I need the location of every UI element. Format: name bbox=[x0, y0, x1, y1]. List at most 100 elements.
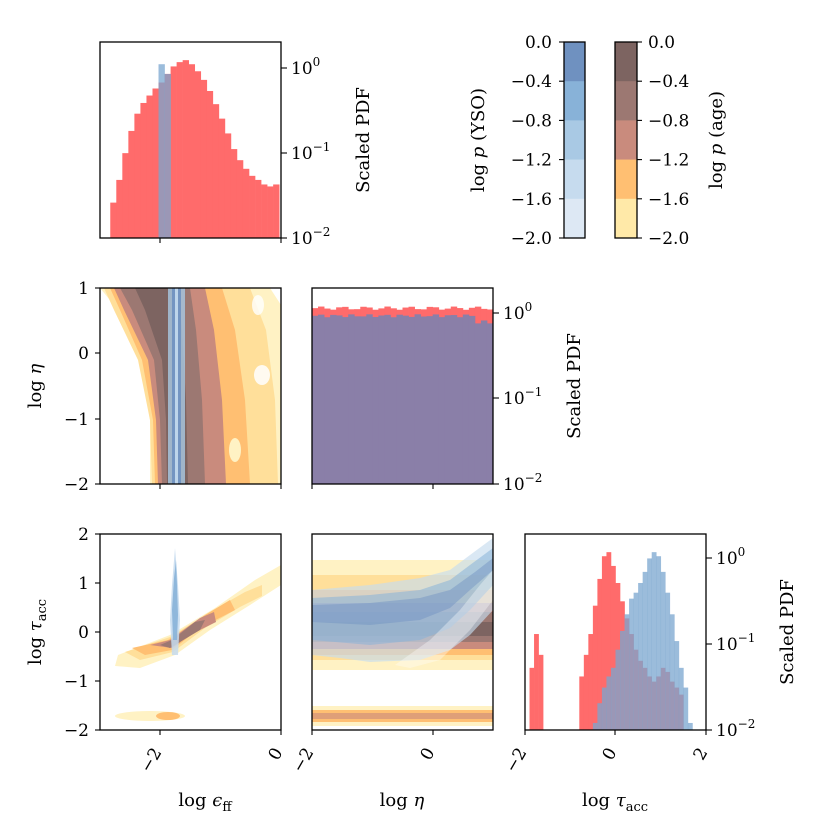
bar-yso-0 bbox=[158, 64, 165, 238]
bar-yso-12 bbox=[384, 314, 391, 484]
bar-yso-14 bbox=[396, 314, 403, 484]
colorbar-age: log p (age) bbox=[614, 41, 727, 239]
panel-hist-eff: 100 10−1 10−2 Scaled PDF bbox=[99, 41, 374, 249]
bar-yso-11 bbox=[642, 571, 648, 730]
bar-age-20 bbox=[230, 149, 238, 238]
bar-age-17 bbox=[212, 104, 220, 238]
ylabel-scaled-pdf-1: Scaled PDF bbox=[353, 87, 374, 193]
cbar-yso-label: log p (YSO) bbox=[468, 88, 489, 192]
bar-yso-18 bbox=[420, 316, 428, 484]
bar-age-14 bbox=[194, 71, 202, 238]
bar-age-22 bbox=[242, 168, 250, 238]
svg-text:10−2: 10−2 bbox=[503, 471, 542, 495]
bar-age-1 bbox=[534, 634, 539, 730]
bar-yso-2 bbox=[601, 687, 607, 730]
bar-age-0 bbox=[529, 667, 535, 730]
cbar-band-1 bbox=[615, 81, 637, 121]
svg-text:10−1: 10−1 bbox=[503, 385, 542, 409]
bar-yso-19 bbox=[426, 316, 434, 484]
bar-age-4 bbox=[583, 654, 589, 730]
age-contour-band-3 bbox=[132, 600, 235, 655]
bar-yso-3 bbox=[606, 676, 612, 730]
bar-age-25 bbox=[261, 184, 268, 238]
svg-text:0: 0 bbox=[265, 745, 288, 764]
bar-yso-6 bbox=[348, 314, 355, 484]
cbar-band-1 bbox=[564, 81, 585, 121]
cbar-age-tick-0: 0.0 bbox=[648, 33, 675, 53]
bars-eff bbox=[110, 60, 280, 239]
xlabel-log-tau: log τacc bbox=[582, 790, 648, 815]
axes-frame-hist-eff bbox=[99, 41, 282, 239]
bar-yso-21 bbox=[438, 317, 446, 484]
yso-band-3 bbox=[175, 288, 178, 484]
bar-yso-9 bbox=[366, 314, 373, 484]
cbar-band-0 bbox=[615, 42, 637, 82]
cbar-band-3 bbox=[615, 159, 637, 200]
age-contour-hole bbox=[254, 365, 270, 385]
bar-age-1 bbox=[116, 179, 123, 238]
bar-yso-23 bbox=[450, 315, 458, 484]
cbar-band-2 bbox=[564, 120, 585, 160]
cbar-band-3 bbox=[564, 159, 585, 200]
bar-age-21 bbox=[236, 160, 244, 238]
bar-age-16 bbox=[206, 90, 214, 239]
bar-yso-15 bbox=[660, 571, 666, 730]
bar-yso-3 bbox=[330, 314, 337, 484]
bar-age-23 bbox=[249, 175, 256, 238]
panel-hist-tau: 100 10−1 10−2 −2 0 2 Scaled PDF log τacc bbox=[501, 533, 798, 815]
bar-yso-29 bbox=[486, 323, 494, 484]
panel-contour-eta-eff: 1 0 −1 −2 log η bbox=[25, 279, 282, 495]
bar-yso-8 bbox=[629, 598, 634, 730]
bar-yso-2 bbox=[324, 317, 331, 484]
cbar-band-4 bbox=[564, 198, 585, 239]
xlabel-log-eff: log ϵff bbox=[178, 790, 233, 815]
bar-age-13 bbox=[188, 64, 196, 238]
bar-age-9 bbox=[606, 552, 612, 730]
bars-tau bbox=[529, 552, 693, 730]
yso-spike-inner bbox=[172, 560, 178, 640]
cbar-age-tick-3: −1.2 bbox=[648, 151, 689, 171]
svg-text:0: 0 bbox=[78, 623, 89, 643]
bar-yso-20 bbox=[432, 314, 440, 484]
bar-age-6 bbox=[592, 605, 598, 730]
bar-age-18 bbox=[218, 118, 226, 238]
colorbar-yso: log p (YSO) bbox=[468, 41, 586, 239]
cbar-yso-tick-5: −2.0 bbox=[511, 229, 552, 249]
bar-yso-15 bbox=[402, 315, 409, 484]
bar-age-26 bbox=[267, 186, 274, 238]
svg-text:2: 2 bbox=[78, 525, 89, 545]
cbar-yso-tick-0: 0.0 bbox=[525, 33, 552, 53]
svg-text:10−1: 10−1 bbox=[716, 631, 755, 655]
yso-band-mid bbox=[312, 548, 493, 645]
svg-text:−2: −2 bbox=[64, 475, 89, 495]
svg-text:10−2: 10−2 bbox=[716, 717, 755, 741]
panel-contour-tau-eff: 2 1 0 −1 −2 −2 0 log τacc log ϵff bbox=[25, 525, 287, 815]
svg-text:−2: −2 bbox=[501, 745, 531, 777]
bar-yso-9 bbox=[633, 592, 639, 730]
bar-yso-4 bbox=[336, 315, 343, 484]
yso-band-inner bbox=[312, 558, 493, 625]
cbar-yso-tick-2: −0.8 bbox=[511, 111, 552, 131]
bar-yso-26 bbox=[468, 315, 476, 484]
cbar-band-2 bbox=[615, 120, 637, 160]
svg-text:2: 2 bbox=[690, 745, 713, 764]
svg-text:100: 100 bbox=[716, 545, 745, 569]
svg-text:0: 0 bbox=[599, 745, 622, 764]
cbar-age-tick-2: −0.8 bbox=[648, 111, 689, 131]
bar-age-7 bbox=[152, 88, 159, 238]
bar-yso-21 bbox=[687, 722, 693, 730]
tick-label-1e-1: 10−1 bbox=[291, 140, 330, 164]
bar-age-10 bbox=[610, 565, 616, 730]
bar-age-2 bbox=[122, 153, 129, 238]
bar-age-12 bbox=[182, 60, 189, 239]
bar-age-5 bbox=[140, 102, 147, 238]
axes-frame-hist-eta bbox=[311, 287, 494, 485]
svg-text:−2: −2 bbox=[64, 721, 89, 741]
bar-yso-22 bbox=[444, 315, 452, 484]
ylabel-log-eta: log η bbox=[25, 363, 46, 408]
bar-yso-17 bbox=[669, 614, 675, 730]
bars-eta bbox=[312, 306, 494, 484]
ylabel-scaled-pdf-2: Scaled PDF bbox=[564, 333, 585, 439]
bar-age-3 bbox=[128, 130, 135, 238]
xlabel-log-eta: log η bbox=[380, 790, 425, 811]
